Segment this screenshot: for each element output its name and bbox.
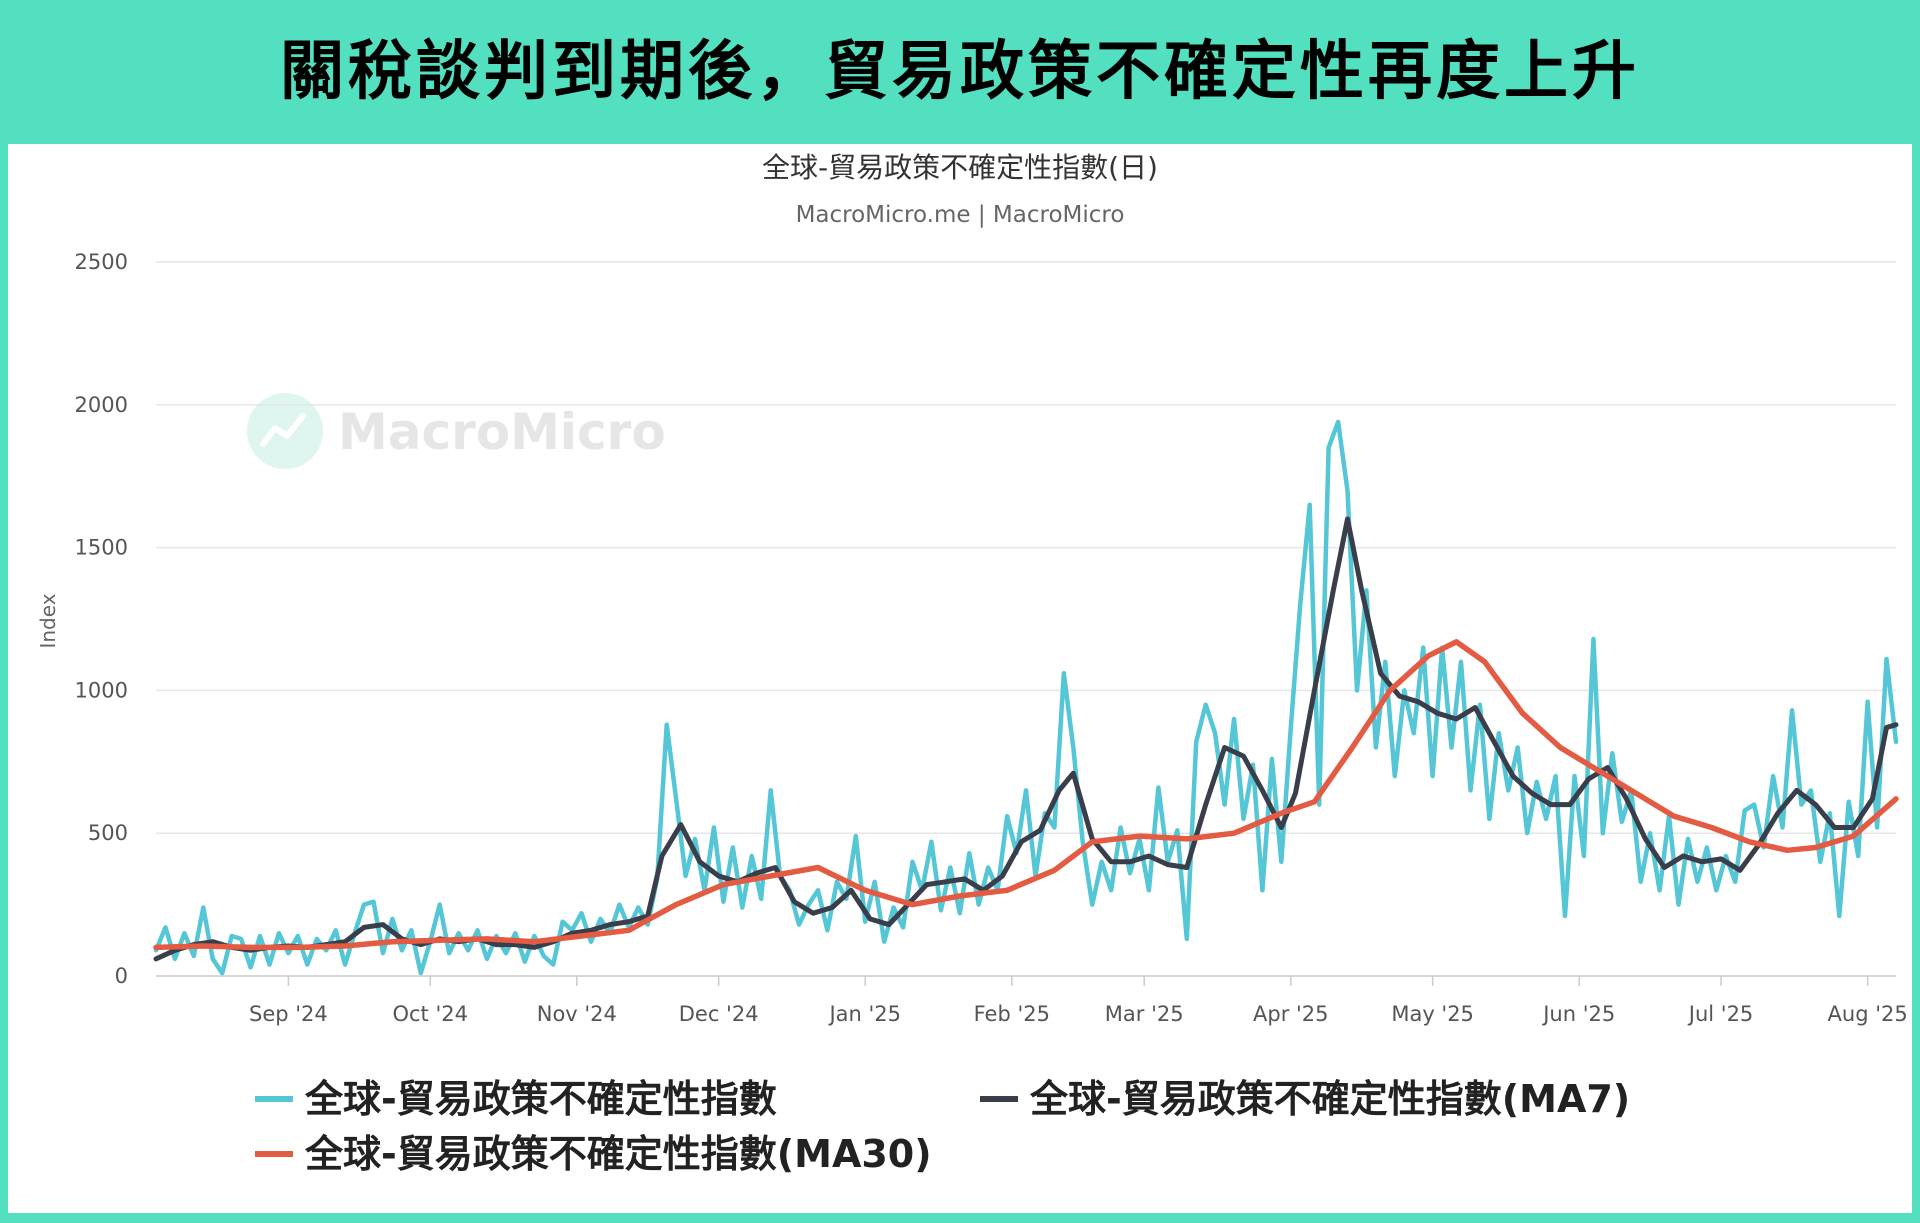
x-tick-label: Jun '25 xyxy=(1541,1002,1615,1026)
y-tick-label: 500 xyxy=(88,821,128,845)
legend-item-ma30[interactable]: 全球-貿易政策不確定性指數(MA30) xyxy=(255,1132,932,1176)
x-tick-label: Apr '25 xyxy=(1253,1002,1329,1026)
watermark-text: MacroMicro xyxy=(338,403,666,461)
banner xyxy=(0,0,1920,144)
legend-label-daily: 全球-貿易政策不確定性指數 xyxy=(304,1077,777,1121)
x-tick-label: Aug '25 xyxy=(1828,1002,1908,1026)
x-tick-label: Jan '25 xyxy=(827,1002,901,1026)
y-tick-label: 0 xyxy=(115,964,128,988)
legend-label-ma30: 全球-貿易政策不確定性指數(MA30) xyxy=(304,1132,932,1176)
x-tick-label: Sep '24 xyxy=(249,1002,328,1026)
y-tick-label: 2000 xyxy=(75,393,128,417)
x-tick-label: Oct '24 xyxy=(392,1002,467,1026)
headline: 關稅談判到期後，貿易政策不確定性再度上升 xyxy=(280,35,1640,109)
x-tick-label: Dec '24 xyxy=(679,1002,759,1026)
series-line-daily xyxy=(153,419,1899,976)
legend-item-daily[interactable]: 全球-貿易政策不確定性指數 xyxy=(255,1077,777,1121)
x-tick-label: May '25 xyxy=(1391,1002,1474,1026)
x-tick-label: Feb '25 xyxy=(974,1002,1050,1026)
watermark-chart-icon xyxy=(260,413,306,447)
x-tick-label: Mar '25 xyxy=(1105,1002,1184,1026)
y-tick-label: 1000 xyxy=(75,678,128,702)
chart-panel: MacroMicro 全球-貿易政策不確定性指數(日) MacroMicro.m… xyxy=(8,144,1912,1213)
chart-title: 全球-貿易政策不確定性指數(日) xyxy=(762,151,1158,184)
chart-subtitle: MacroMicro.me | MacroMicro xyxy=(796,202,1125,228)
x-tick-label: Jul '25 xyxy=(1687,1002,1754,1026)
chart-svg: MacroMicro 全球-貿易政策不確定性指數(日) MacroMicro.m… xyxy=(36,151,1908,1176)
x-tick-label: Nov '24 xyxy=(537,1002,617,1026)
series-line-ma7 xyxy=(153,516,1899,962)
watermark: MacroMicro xyxy=(247,393,666,469)
legend-label-ma7: 全球-貿易政策不確定性指數(MA7) xyxy=(1029,1077,1630,1121)
legend: 全球-貿易政策不確定性指數 全球-貿易政策不確定性指數(MA7) 全球-貿易政策… xyxy=(255,1077,1630,1176)
y-tick-label: 1500 xyxy=(75,536,128,560)
legend-item-ma7[interactable]: 全球-貿易政策不確定性指數(MA7) xyxy=(980,1077,1630,1121)
series-line-ma30 xyxy=(153,639,1899,951)
grid xyxy=(156,261,1896,977)
y-tick-label: 2500 xyxy=(75,250,128,274)
watermark-logo-icon xyxy=(247,393,323,469)
y-axis-ticks: 0 500 1000 1500 2000 2500 xyxy=(75,250,128,988)
y-axis-title: Index xyxy=(36,593,60,648)
series-lines xyxy=(153,419,1899,976)
x-axis-ticks: Sep '24 Oct '24 Nov '24 Dec '24 Jan '25 Feb '… xyxy=(249,976,1908,1026)
